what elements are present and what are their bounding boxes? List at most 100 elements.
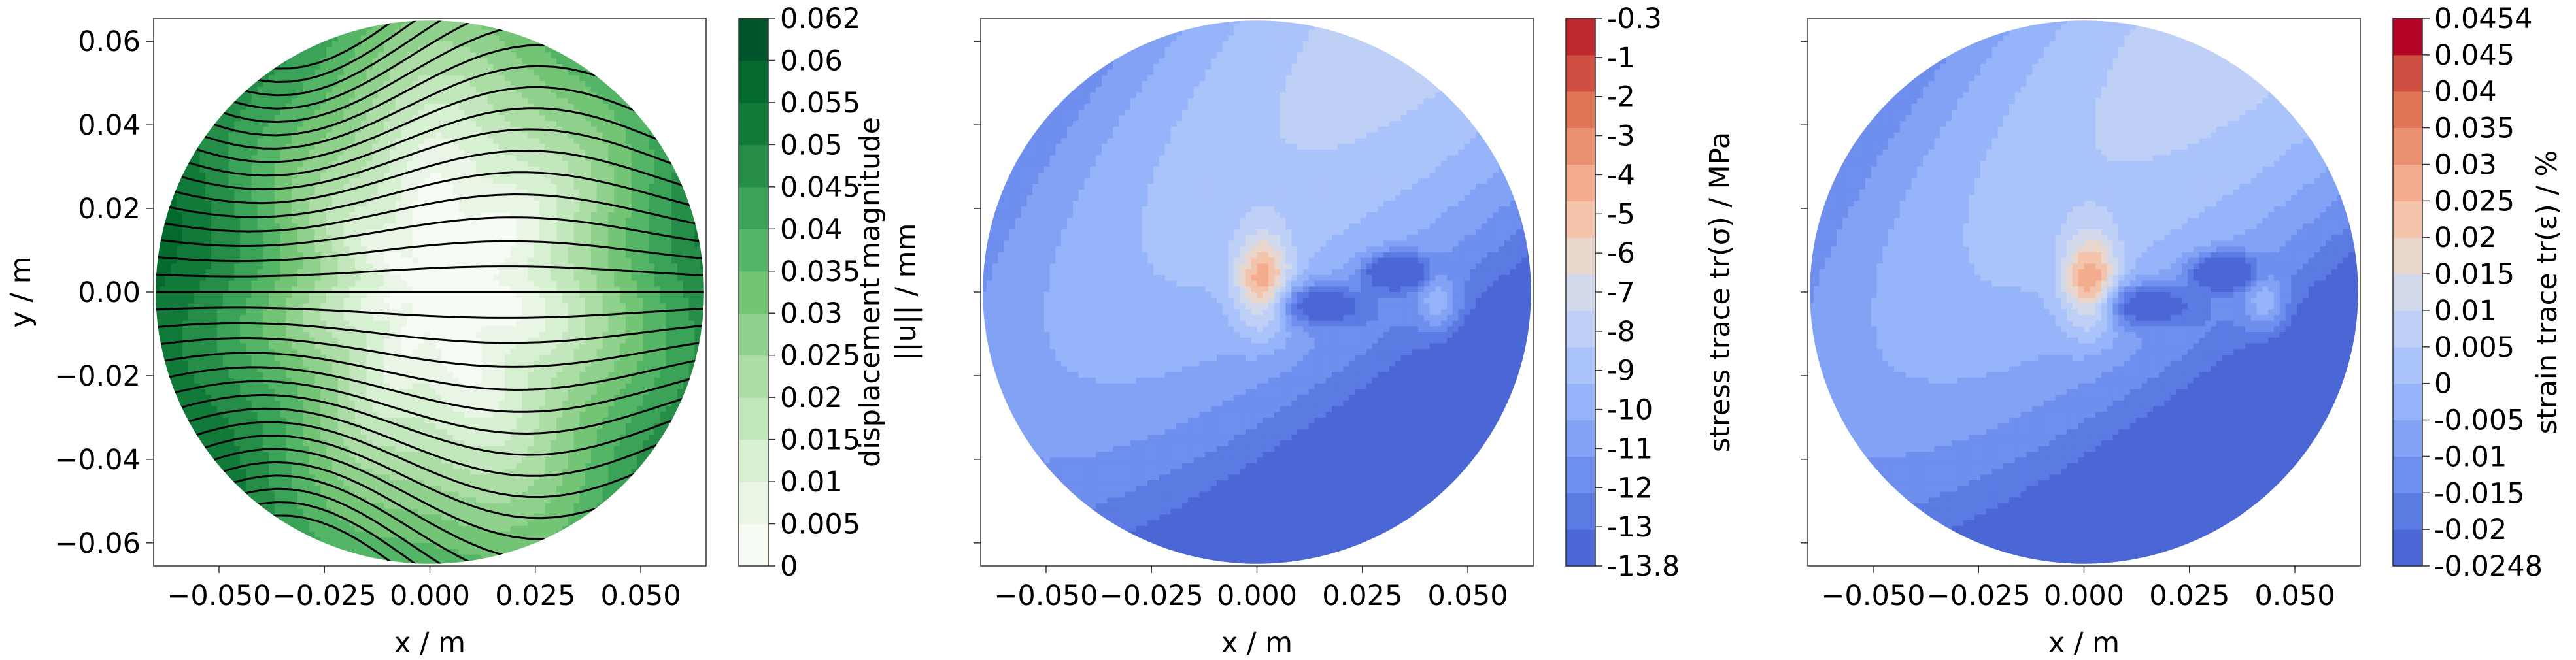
streamline: [156, 240, 704, 263]
colorbar-tick-label: -8: [1607, 316, 1635, 348]
colorbar-tick-label: 0.01: [2434, 295, 2497, 327]
colorbar-tick-label: -0.015: [2434, 477, 2525, 510]
colorbar-label: strain trace tr(ε) / %: [2531, 150, 2564, 435]
x-tick-label: 0.050: [2254, 580, 2335, 612]
colorbar-band: [739, 229, 768, 272]
streamline: [156, 380, 704, 435]
colorbar-band: [2393, 420, 2422, 457]
colorbar-band: [1566, 54, 1595, 92]
colorbar-tick-label: -9: [1607, 355, 1635, 388]
x-axis-label: x / m: [2048, 627, 2120, 659]
streamline: [156, 171, 704, 218]
colorbar-tick-label: -11: [1607, 433, 1653, 465]
colorbar-tick-label: -13.8: [1607, 550, 1680, 583]
colorbar-band: [1566, 420, 1595, 457]
streamline: [156, 107, 704, 177]
x-tick-label: 0.000: [2044, 580, 2124, 612]
colorbar-band: [1566, 18, 1595, 56]
x-tick-label: 0.025: [2149, 580, 2229, 612]
colorbar-tick-label: 0.025: [780, 340, 860, 372]
colorbar-tick-label: -5: [1607, 198, 1635, 231]
colorbar-label: displacement magnitude: [854, 117, 887, 467]
colorbar-band: [1566, 274, 1595, 311]
colorbar-tick-label: 0.04: [2434, 76, 2497, 108]
colorbar-tick-label: -10: [1607, 394, 1653, 427]
x-tick-label: −0.025: [1100, 580, 1204, 612]
y-tick-label: −0.06: [54, 527, 141, 560]
colorbar-band: [2393, 383, 2422, 421]
colorbar-tick-label: -2: [1607, 81, 1635, 114]
colorbar-band: [2393, 91, 2422, 129]
x-axis-label: x / m: [394, 627, 466, 659]
colorbar-tick-label: -6: [1607, 237, 1635, 270]
y-tick-label: 0.06: [78, 25, 141, 58]
colorbar-tick-label: 0.06: [780, 44, 843, 77]
colorbar-tick-label: 0.045: [780, 171, 860, 204]
streamline: [156, 337, 704, 368]
colorbar-tick-label: 0.015: [2434, 258, 2515, 291]
streamline: [156, 216, 704, 248]
streamline: [156, 366, 704, 413]
colorbar-tick-label: -0.0248: [2434, 550, 2543, 583]
colorbar-tick-label: 0.04: [780, 213, 843, 246]
y-tick-label: −0.02: [54, 360, 141, 393]
streamline: [156, 265, 704, 278]
colorbar-band: [1566, 91, 1595, 129]
x-tick-label: −0.025: [273, 580, 377, 612]
x-tick-label: −0.050: [167, 580, 271, 612]
colorbar-band: [739, 439, 768, 482]
y-tick-label: 0.04: [78, 109, 141, 142]
colorbar-frame: [2392, 18, 2423, 567]
colorbar-band: [2393, 529, 2422, 567]
colorbar-band: [2393, 201, 2422, 238]
colorbar-tick-label: -13: [1607, 511, 1653, 544]
colorbar-tick-label: 0.005: [780, 508, 860, 541]
colorbar-tick-label: 0.025: [2434, 185, 2515, 218]
colorbar-tick-label: -12: [1607, 472, 1653, 504]
colorbar-band: [739, 271, 768, 314]
colorbar-tick-label: 0: [2434, 368, 2452, 401]
colorbar-tick-label: -4: [1607, 159, 1635, 191]
colorbar-band: [2393, 274, 2422, 311]
colorbar-band: [2393, 310, 2422, 348]
colorbar-band: [739, 523, 768, 567]
colorbar-band: [1566, 310, 1595, 348]
colorbar-tick-label: -0.01: [2434, 440, 2507, 473]
colorbar-tick-label: 0.045: [2434, 39, 2515, 72]
x-axis-label: x / m: [1221, 627, 1293, 659]
x-tick-label: 0.025: [1322, 580, 1402, 612]
colorbar-band: [1566, 127, 1595, 165]
colorbar-tick-label: 0.035: [780, 256, 860, 288]
colorbar-tick-label: -0.005: [2434, 404, 2525, 437]
colorbar-tick-label: 0.03: [2434, 148, 2497, 181]
contour-field: [156, 20, 704, 564]
colorbar-band: [1566, 456, 1595, 493]
y-axis-label: y / m: [5, 256, 37, 327]
streamline: [156, 128, 704, 191]
x-tick-label: −0.050: [1821, 580, 1925, 612]
colorbar-frame: [738, 18, 769, 567]
colorbar-band: [739, 397, 768, 440]
colorbar-band: [2393, 127, 2422, 165]
streamline: [156, 306, 704, 319]
colorbar-label: stress trace tr(σ) / MPa: [1704, 132, 1737, 452]
colorbar-band: [2393, 54, 2422, 92]
colorbar-tick-label: -7: [1607, 276, 1635, 309]
colorbar-band: [739, 482, 768, 525]
colorbar-band: [739, 18, 768, 61]
colorbar-tick-label: 0.035: [2434, 112, 2515, 145]
x-tick-label: 0.000: [390, 580, 470, 612]
x-tick-label: 0.000: [1217, 580, 1297, 612]
colorbar-band: [739, 186, 768, 229]
y-tick-label: 0.02: [78, 193, 141, 225]
colorbar-band: [739, 60, 768, 103]
colorbar-label-unit: ||u|| / mm: [890, 223, 923, 361]
streamline: [156, 322, 704, 344]
colorbar-band: [739, 355, 768, 398]
colorbar-band: [1566, 529, 1595, 567]
colorbar-tick-label: 0.015: [780, 424, 860, 457]
colorbar-band: [2393, 493, 2422, 530]
